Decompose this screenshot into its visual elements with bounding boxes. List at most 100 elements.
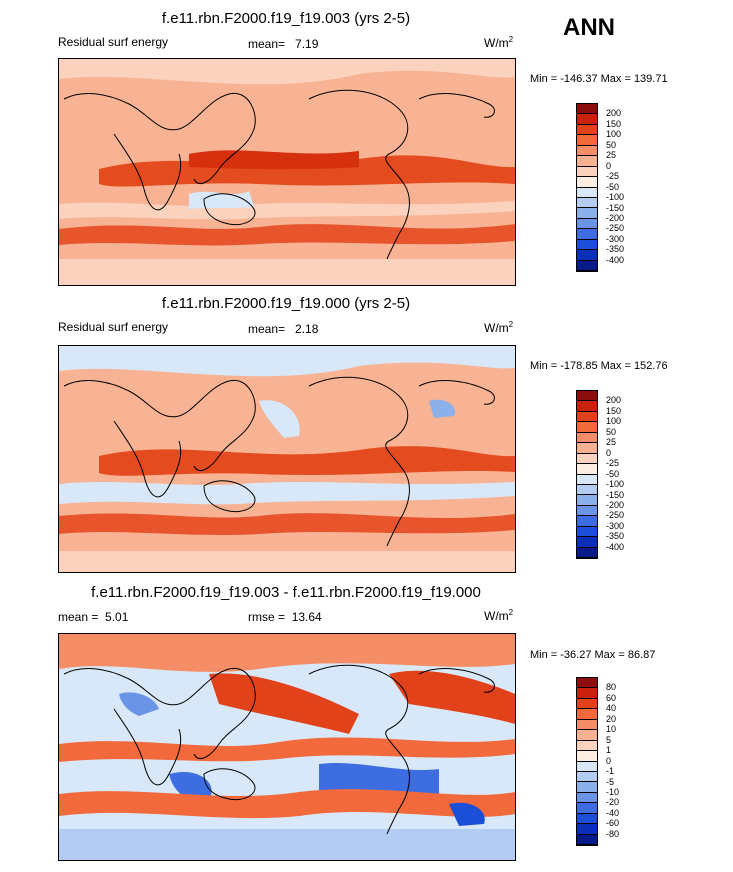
colorbar-tick-label: -60	[606, 818, 620, 829]
panel-2-variable-label: Residual surf energy	[58, 320, 169, 334]
panel-1-mean-label: mean= 7.19	[248, 37, 319, 51]
panel-2-mean-label: mean= 2.18	[248, 322, 319, 336]
colorbar-swatch	[577, 177, 597, 188]
colorbar-tick-label: -10	[606, 786, 620, 797]
colorbar-swatch	[577, 516, 597, 527]
colorbar-swatch	[577, 834, 597, 845]
colorbar-swatch	[577, 135, 597, 146]
panel-3-mean-value: 5.01	[105, 610, 129, 624]
colorbar-tick-label: 0	[606, 447, 612, 458]
panel-3-minmax: Min = -36.27 Max = 86.87	[530, 649, 656, 661]
colorbar-tick-label: 100	[606, 129, 622, 140]
colorbar-swatch	[577, 239, 597, 251]
colorbar-tick-label: -150	[606, 202, 625, 213]
colorbar-swatch	[577, 719, 597, 731]
colorbar-tick-label: 50	[606, 139, 617, 150]
colorbar-swatch	[577, 761, 597, 772]
colorbar-swatch	[577, 688, 597, 699]
colorbar-swatch	[577, 453, 597, 465]
panel-1-variable-label: Residual surf energy	[58, 35, 169, 49]
colorbar-swatch	[577, 145, 597, 157]
colorbar-swatch	[577, 782, 597, 793]
colorbar-swatch	[577, 678, 597, 689]
colorbar-swatch	[577, 187, 597, 198]
colorbar-swatch	[577, 197, 597, 209]
colorbar-tick-label: -350	[606, 531, 625, 542]
season-label: ANN	[563, 14, 615, 41]
panel-2-colorbar	[576, 390, 598, 559]
colorbar-swatch	[577, 422, 597, 433]
colorbar-tick-label: -100	[606, 479, 625, 490]
colorbar-tick-label: 40	[606, 703, 617, 714]
colorbar-swatch	[577, 792, 597, 804]
panel-1-minmax: Min = -146.37 Max = 139.71	[530, 73, 668, 85]
panel-3-title: f.e11.rbn.F2000.f19_f19.003 - f.e11.rbn.…	[91, 584, 481, 601]
colorbar-tick-label: -40	[606, 807, 620, 818]
colorbar-swatch	[577, 411, 597, 423]
panel-1-units: W/m2	[484, 35, 514, 50]
colorbar-swatch	[577, 740, 597, 752]
colorbar-tick-label: -400	[606, 541, 625, 552]
colorbar-tick-label: -100	[606, 192, 625, 203]
panel-1-mean-value: 7.19	[295, 37, 319, 51]
colorbar-tick-label: -300	[606, 520, 625, 531]
colorbar-swatch	[577, 474, 597, 485]
colorbar-tick-label: 5	[606, 734, 612, 745]
panel-3-rmse-value: 13.64	[291, 610, 322, 624]
colorbar-tick-label: 0	[606, 755, 612, 766]
colorbar-tick-label: -80	[606, 828, 620, 839]
colorbar-swatch	[577, 443, 597, 454]
colorbar-tick-label: 25	[606, 437, 617, 448]
colorbar-swatch	[577, 250, 597, 261]
colorbar-swatch	[577, 484, 597, 496]
colorbar-swatch	[577, 771, 597, 783]
panel-1-colorbar	[576, 103, 598, 272]
colorbar-tick-label: 25	[606, 150, 617, 161]
colorbar-tick-label: -1	[606, 766, 615, 777]
colorbar-swatch	[577, 803, 597, 814]
colorbar-tick-label: 60	[606, 692, 617, 703]
colorbar-tick-label: -400	[606, 254, 625, 265]
panel-2-units: W/m2	[484, 320, 514, 335]
colorbar-tick-label: 0	[606, 160, 612, 171]
colorbar-tick-label: -250	[606, 223, 625, 234]
colorbar-tick-label: 100	[606, 416, 622, 427]
colorbar-tick-label: 80	[606, 682, 617, 693]
colorbar-swatch	[577, 464, 597, 475]
colorbar-swatch	[577, 391, 597, 402]
panel-1-map-field	[59, 59, 515, 285]
colorbar-swatch	[577, 218, 597, 230]
panel-3-map	[58, 633, 516, 861]
colorbar-tick-label: 20	[606, 713, 617, 724]
panel-2-mean-value: 2.18	[295, 322, 319, 336]
panel-1-title: f.e11.rbn.F2000.f19_f19.003 (yrs 2-5)	[161, 10, 411, 27]
colorbar-tick-label: 50	[606, 426, 617, 437]
colorbar-tick-label: -350	[606, 244, 625, 255]
colorbar-swatch	[577, 526, 597, 538]
colorbar-swatch	[577, 505, 597, 517]
colorbar-tick-label: -50	[606, 468, 620, 479]
colorbar-swatch	[577, 537, 597, 548]
panel-3-mean-label: mean = 5.01	[58, 610, 129, 624]
panel-1-map	[58, 58, 516, 286]
colorbar-swatch	[577, 166, 597, 178]
colorbar-swatch	[577, 124, 597, 136]
colorbar-swatch	[577, 813, 597, 825]
panel-2-minmax: Min = -178.85 Max = 152.76	[530, 360, 668, 372]
colorbar-tick-label: 1	[606, 745, 612, 756]
colorbar-tick-label: -300	[606, 233, 625, 244]
panel-2-map-field	[59, 346, 515, 572]
colorbar-tick-label: 10	[606, 724, 617, 735]
colorbar-swatch	[577, 229, 597, 240]
colorbar-tick-label: -20	[606, 797, 620, 808]
panel-2-title: f.e11.rbn.F2000.f19_f19.000 (yrs 2-5)	[161, 295, 411, 312]
colorbar-swatch	[577, 730, 597, 741]
colorbar-tick-label: 150	[606, 405, 622, 416]
colorbar-swatch	[577, 698, 597, 710]
colorbar-swatch	[577, 156, 597, 167]
colorbar-swatch	[577, 432, 597, 444]
panel-3-map-field	[59, 634, 515, 860]
colorbar-tick-label: -5	[606, 776, 615, 787]
panel-3-rmse-label: rmse = 13.64	[248, 610, 322, 624]
colorbar-swatch	[577, 547, 597, 558]
